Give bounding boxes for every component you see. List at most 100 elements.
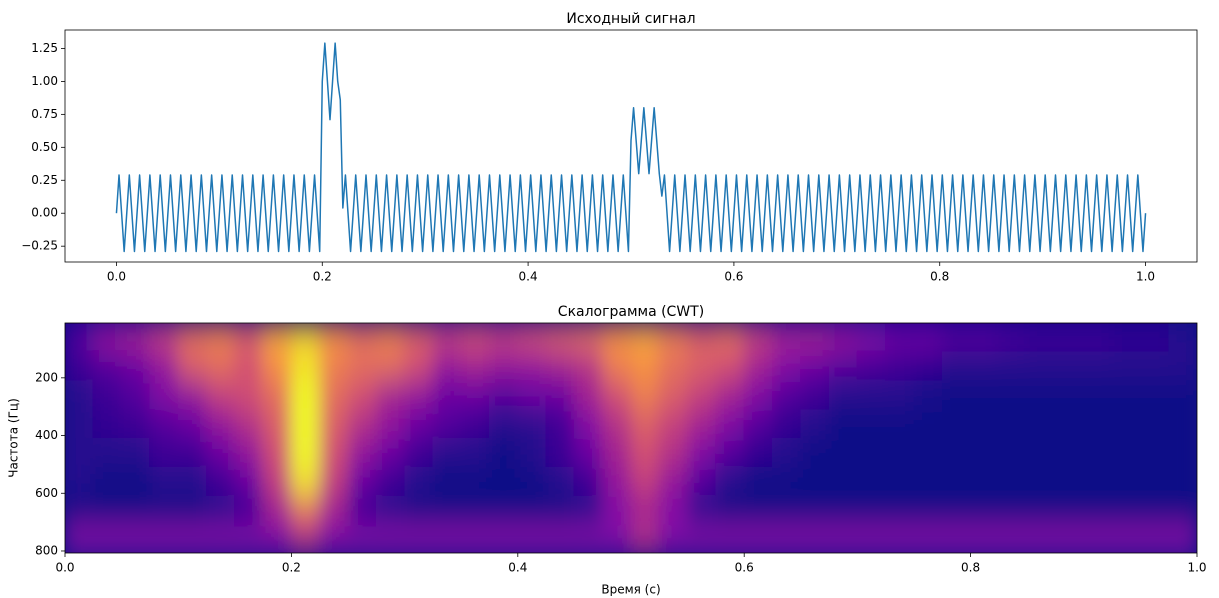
heatmap-cell bbox=[772, 437, 802, 468]
heatmap-cell bbox=[545, 495, 575, 526]
heatmap-cell bbox=[602, 466, 632, 497]
heatmap-cell bbox=[687, 409, 717, 439]
heatmap-cell bbox=[1026, 437, 1056, 468]
heatmap-cell bbox=[573, 323, 604, 353]
heatmap-cell bbox=[856, 380, 887, 411]
heatmap-cell bbox=[65, 524, 94, 553]
heatmap-cell bbox=[630, 351, 660, 382]
heatmap-cell bbox=[800, 524, 830, 553]
heatmap-cell bbox=[885, 351, 915, 382]
heatmap-cell bbox=[630, 380, 660, 411]
heatmap-cell bbox=[1139, 351, 1170, 382]
heatmap-cell bbox=[1168, 380, 1197, 411]
heatmap-cell bbox=[149, 380, 179, 411]
heatmap-cell bbox=[404, 495, 434, 526]
heatmap-cell bbox=[460, 437, 490, 468]
heatmap-cell bbox=[913, 351, 943, 382]
heatmap-cell bbox=[545, 380, 575, 411]
heatmap-cell bbox=[970, 351, 1000, 382]
heatmap-cell bbox=[262, 380, 292, 411]
heatmap-cell bbox=[290, 437, 321, 468]
heatmap-cell bbox=[92, 380, 123, 411]
heatmap-cell bbox=[290, 409, 321, 439]
heatmap-cell bbox=[687, 495, 717, 526]
heatmap-cell bbox=[998, 466, 1028, 497]
heatmap-cell bbox=[404, 466, 434, 497]
heatmap-cell bbox=[1139, 495, 1170, 526]
heatmap-cell bbox=[602, 351, 632, 382]
heatmap-cell bbox=[489, 466, 519, 497]
heatmap-cell bbox=[65, 351, 94, 382]
heatmap-cell bbox=[828, 323, 858, 353]
heatmap-cell bbox=[1026, 351, 1056, 382]
chart-title: Исходный сигнал bbox=[566, 11, 695, 27]
heatmap-cell bbox=[573, 351, 604, 382]
heatmap-cell bbox=[772, 323, 802, 353]
heatmap-cell bbox=[65, 380, 94, 411]
heatmap-cell bbox=[517, 380, 547, 411]
heatmap-cell bbox=[715, 380, 745, 411]
heatmap-cell bbox=[262, 437, 292, 468]
y-tick-label: 200 bbox=[35, 370, 58, 384]
heatmap-cell bbox=[998, 380, 1028, 411]
heatmap-cell bbox=[460, 380, 490, 411]
x-tick-label: 0.8 bbox=[930, 270, 949, 284]
heatmap-cell bbox=[92, 466, 123, 497]
heatmap-cell bbox=[856, 466, 887, 497]
heatmap-cell bbox=[149, 495, 179, 526]
heatmap-cell bbox=[602, 323, 632, 353]
heatmap-cell bbox=[573, 495, 604, 526]
heatmap-cell bbox=[290, 323, 321, 353]
heatmap-cell bbox=[800, 409, 830, 439]
heatmap-cell bbox=[347, 495, 377, 526]
heatmap-cell bbox=[602, 409, 632, 439]
heatmap-cell bbox=[234, 380, 264, 411]
heatmap-cell bbox=[375, 380, 406, 411]
heatmap-cell bbox=[800, 437, 830, 468]
heatmap-cell bbox=[800, 466, 830, 497]
heatmap-cell bbox=[206, 409, 236, 439]
heatmap-cell bbox=[121, 380, 151, 411]
heatmap-cell bbox=[121, 351, 151, 382]
heatmap-cell bbox=[913, 466, 943, 497]
heatmap-cell bbox=[998, 409, 1028, 439]
heatmap-cell bbox=[630, 409, 660, 439]
heatmap-cell bbox=[630, 323, 660, 353]
x-tick-label: 1.0 bbox=[1187, 561, 1206, 575]
heatmap-cell bbox=[687, 323, 717, 353]
heatmap-cell bbox=[460, 495, 490, 526]
heatmap-cell bbox=[517, 495, 547, 526]
heatmap-cell bbox=[573, 466, 604, 497]
heatmap-cell bbox=[828, 466, 858, 497]
heatmap-cell bbox=[177, 409, 207, 439]
heatmap-cell bbox=[658, 323, 689, 353]
heatmap-cell bbox=[800, 351, 830, 382]
heatmap-cell bbox=[687, 466, 717, 497]
heatmap-cell bbox=[1111, 437, 1141, 468]
heatmap-cell bbox=[658, 380, 689, 411]
heatmap-cell bbox=[347, 351, 377, 382]
heatmap-cell bbox=[489, 380, 519, 411]
heatmap-cell bbox=[149, 437, 179, 468]
heatmap-cell bbox=[998, 524, 1028, 553]
y-tick-label: 800 bbox=[35, 543, 58, 557]
heatmap-cell bbox=[1111, 351, 1141, 382]
heatmap-cell bbox=[375, 409, 406, 439]
x-tick-label: 0.0 bbox=[55, 561, 74, 575]
y-tick-label: 0.00 bbox=[31, 206, 58, 220]
heatmap-cell bbox=[687, 380, 717, 411]
heatmap-cell bbox=[206, 495, 236, 526]
heatmap-cell bbox=[290, 351, 321, 382]
heatmap-cell bbox=[262, 351, 292, 382]
heatmap-cell bbox=[630, 524, 660, 553]
axes-frame bbox=[64, 29, 1198, 263]
heatmap-cell bbox=[432, 323, 462, 353]
heatmap-cell bbox=[206, 437, 236, 468]
heatmap-cell bbox=[1139, 466, 1170, 497]
heatmap-cell bbox=[885, 409, 915, 439]
heatmap-cell bbox=[1055, 323, 1085, 353]
heatmap-clip bbox=[65, 323, 1197, 553]
heatmap-cell bbox=[1139, 524, 1170, 553]
heatmap-cell bbox=[658, 495, 689, 526]
axes-frame bbox=[64, 322, 1198, 554]
